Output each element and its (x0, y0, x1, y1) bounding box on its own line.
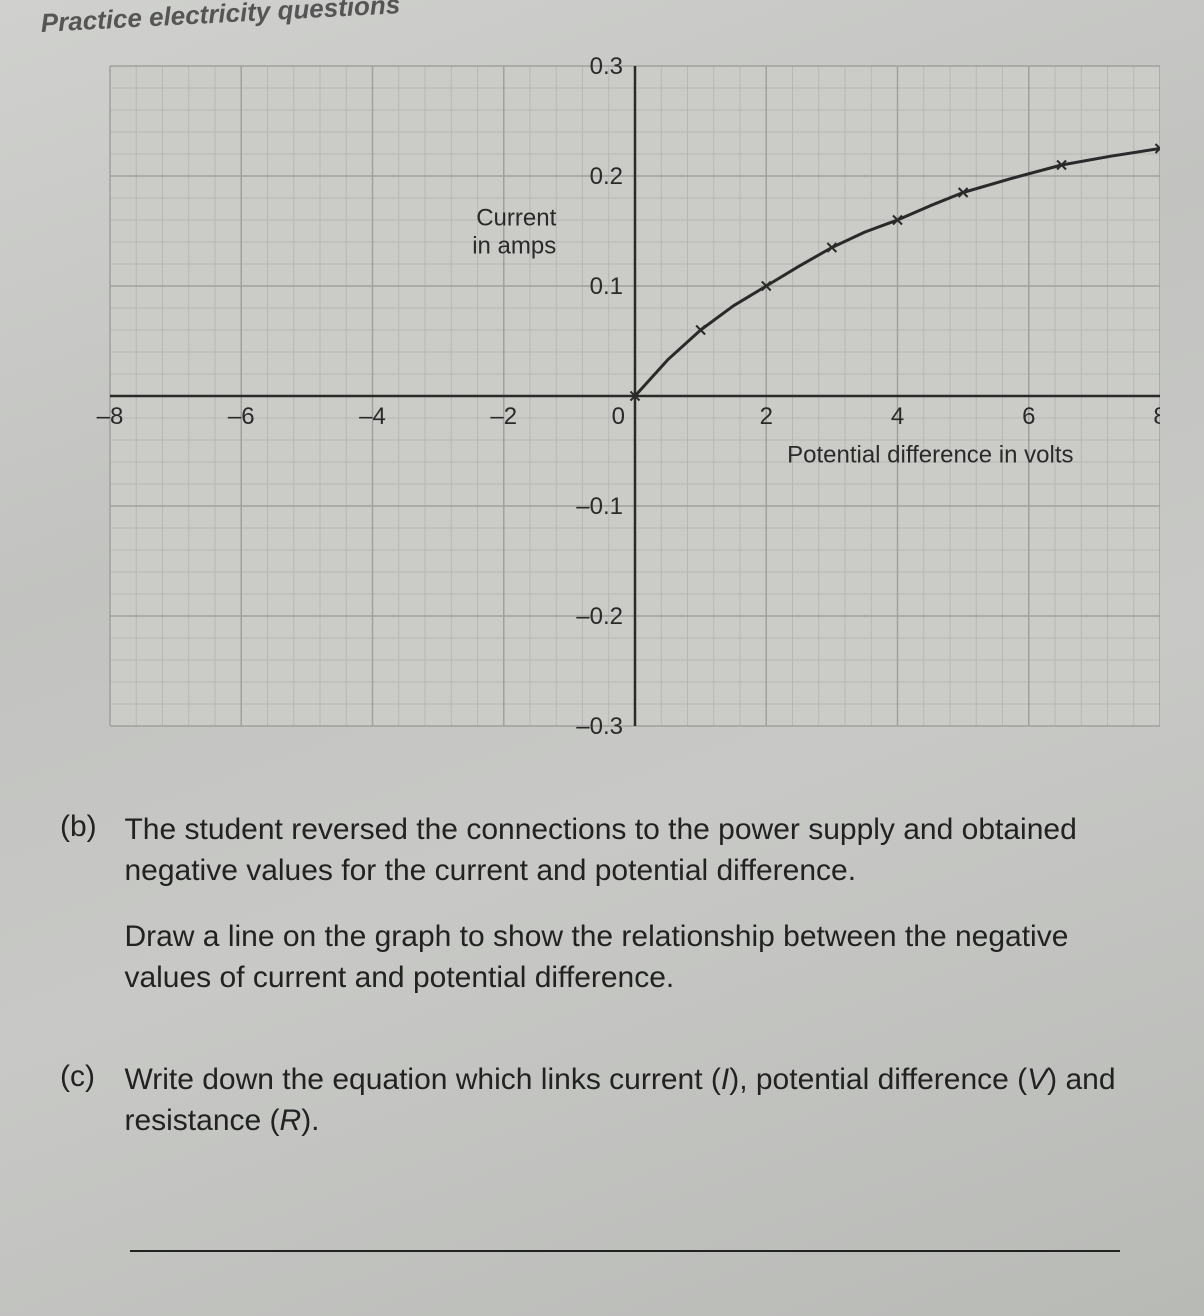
svg-text:Potential difference in volts: Potential difference in volts (787, 442, 1073, 469)
svg-text:8: 8 (1153, 403, 1160, 430)
svg-text:–0.1: –0.1 (576, 493, 623, 520)
question-b-label: (b) (60, 810, 120, 844)
qc-pre: Write down the equation which links curr… (124, 1063, 720, 1096)
svg-text:0.2: 0.2 (590, 163, 623, 190)
svg-text:in amps: in amps (472, 233, 556, 260)
question-b-body: The student reversed the connections to … (124, 810, 1124, 998)
svg-text:–0.2: –0.2 (576, 603, 623, 630)
svg-text:–8: –8 (97, 403, 124, 430)
svg-text:0.3: 0.3 (590, 53, 623, 80)
question-c-label: (c) (60, 1060, 120, 1094)
svg-text:–0.3: –0.3 (576, 713, 623, 740)
svg-text:6: 6 (1022, 403, 1035, 430)
svg-text:4: 4 (891, 403, 904, 430)
iv-chart-svg: –8 –6 –4 –2 0 2 4 6 8 –0.3 –0.2 –0.1 0.1 0.2 0.3 Curren… (60, 46, 1160, 746)
svg-text:0.1: 0.1 (590, 273, 623, 300)
question-b-para1: The student reversed the connections to … (124, 813, 1076, 887)
svg-text:–2: –2 (490, 403, 517, 430)
worksheet-page: Practice electricity questions –8 –6 –4 –2 0… (0, 0, 1204, 1316)
svg-text:0: 0 (612, 403, 625, 430)
symbol-V: V (1027, 1063, 1047, 1096)
svg-text:2: 2 (760, 403, 773, 430)
question-b: (b) The student reversed the connections… (60, 810, 1140, 998)
page-heading: Practice electricity questions (40, 0, 401, 39)
svg-text:–4: –4 (359, 403, 386, 430)
svg-text:–6: –6 (228, 403, 255, 430)
qc-post: ). (301, 1104, 319, 1137)
answer-blank-line (130, 1250, 1120, 1252)
symbol-R: R (280, 1104, 302, 1137)
question-c-body: Write down the equation which links curr… (124, 1060, 1124, 1141)
iv-chart: –8 –6 –4 –2 0 2 4 6 8 –0.3 –0.2 –0.1 0.1 0.2 0.3 Curren… (60, 46, 1160, 746)
question-b-para2: Draw a line on the graph to show the rel… (124, 917, 1124, 998)
qc-mid1: ), potential difference ( (729, 1063, 1027, 1096)
question-c: (c) Write down the equation which links … (60, 1060, 1140, 1141)
symbol-I: I (721, 1063, 729, 1096)
svg-text:Current: Current (476, 205, 556, 232)
